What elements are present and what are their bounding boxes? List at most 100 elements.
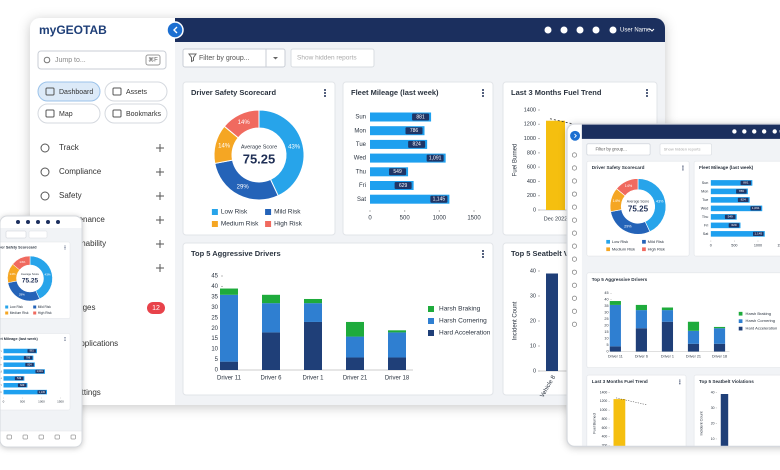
kebab-dot [64, 340, 66, 341]
menu-item: Safety [59, 191, 82, 200]
value-label: 824 [412, 142, 421, 148]
nav-icon[interactable] [6, 434, 12, 440]
expand-plus[interactable] [156, 216, 164, 224]
hidden-toggle[interactable] [28, 230, 48, 239]
bar [710, 188, 748, 195]
legend-swatch [606, 239, 610, 244]
phone-top-bar [0, 216, 82, 228]
menu-item: Compliance [59, 167, 102, 176]
center-label: Average Score [241, 144, 277, 150]
value-box [27, 349, 36, 353]
bar-segment [609, 304, 621, 347]
kebab-dot [324, 89, 326, 91]
bar [710, 180, 753, 186]
y-tick-label: 1400 [524, 107, 536, 113]
segment-label: 29% [237, 185, 250, 191]
legend-label: Mild Risk [38, 305, 52, 309]
top-icon [742, 129, 747, 134]
legend-label: Harsh Braking [746, 311, 771, 316]
expand-plus[interactable] [156, 192, 164, 200]
bar [3, 362, 35, 367]
legend-label: Mild Risk [648, 239, 665, 244]
nav-icon[interactable] [70, 434, 76, 440]
y-tick-label: 45 [604, 291, 608, 295]
y-tick-label: 0 [533, 207, 536, 213]
collapse-button[interactable] [166, 21, 184, 39]
donut-center [17, 265, 43, 292]
bar [720, 394, 729, 447]
kebab-dot [482, 250, 484, 252]
expand-plus[interactable] [156, 168, 164, 176]
tablet: User NameFilter by group...Show hidden r… [566, 123, 780, 470]
strip-icon [571, 243, 577, 249]
y-tick-label: 200 [527, 193, 536, 199]
nav-button[interactable] [104, 81, 168, 102]
y-tick-label: 40 [711, 390, 715, 394]
nav-button[interactable] [37, 103, 101, 124]
search-box[interactable] [37, 50, 167, 70]
top-icon [56, 220, 60, 224]
value-label: 1,091 [37, 370, 44, 373]
group-filter[interactable] [182, 48, 286, 68]
value-label: 824 [741, 198, 746, 202]
bar-segment [262, 294, 280, 304]
y-tick-label: 40 [604, 298, 608, 302]
expand-plus[interactable] [156, 144, 164, 152]
nav-icon[interactable] [38, 434, 44, 440]
y-tick-label: 10 [604, 337, 608, 341]
card: Driver Safety Scorecard 43% 29% 14% 14% Avera… [586, 160, 690, 257]
collapse-button[interactable] [570, 130, 581, 141]
bar [3, 355, 34, 361]
x-tick-label: Driver 11 [608, 354, 623, 358]
bar [3, 348, 37, 354]
legend-swatch [738, 311, 743, 316]
nav-button[interactable] [37, 81, 101, 102]
group-filter[interactable] [5, 230, 27, 239]
value-box [753, 231, 764, 237]
card-title: Top 5 Seatbelt Violations [511, 249, 600, 258]
bar [3, 383, 28, 388]
top-icon [732, 129, 737, 134]
nav-button[interactable] [104, 103, 168, 124]
expand-plus[interactable] [156, 264, 164, 272]
user-icon [772, 129, 777, 134]
nav-button-label: Bookmarks [126, 111, 162, 118]
x-tick-label: Vehicle 8 [716, 457, 727, 470]
card: Top 5 Aggressive Drivers 0 5 10 15 20 25 30 35 40… [586, 272, 780, 368]
y-tick-label: 1400 [600, 390, 608, 394]
nav-icon[interactable] [54, 434, 60, 440]
bar-segment [220, 294, 238, 362]
tablet-frame [566, 123, 780, 448]
hidden-toggle[interactable] [659, 143, 712, 156]
value-box [426, 154, 444, 162]
x-tick-label: Driver 11 [217, 376, 242, 382]
category-label: Mon [0, 356, 2, 360]
category-label: Mon [701, 189, 708, 193]
expand-plus[interactable] [156, 240, 164, 248]
user-icon [609, 26, 617, 34]
bar-segment [635, 304, 647, 311]
legend-swatch [428, 330, 434, 336]
value-label: 786 [410, 128, 419, 134]
bar-segment [635, 328, 647, 352]
y-tick-label: 15 [604, 330, 608, 334]
hidden-toggle[interactable] [290, 48, 375, 68]
value-box [405, 127, 423, 135]
center-value: 75.25 [243, 151, 276, 166]
card-bg [182, 242, 494, 396]
x-tick-label: 500 [400, 216, 411, 222]
group-filter[interactable] [586, 143, 651, 156]
card: Top 5 Aggressive Drivers 0 5 10 15 20 25 30 35 40… [182, 242, 494, 396]
value-box [412, 113, 430, 121]
category-label: Sun [0, 349, 2, 353]
value-label: 881 [416, 114, 425, 120]
x-tick-label: 0 [3, 399, 5, 403]
y-tick-label: 35 [211, 294, 218, 300]
card: Last 3 Months Fuel Trend 0 200 400 600 800 100… [586, 374, 687, 447]
card-title: Fleet Mileage (last week) [351, 88, 439, 97]
nav-button-label: Map [59, 111, 73, 118]
y-tick-label: 25 [604, 317, 608, 321]
bar [3, 389, 48, 395]
nav-icon[interactable] [22, 434, 28, 440]
y-tick-label: 20 [711, 421, 715, 425]
